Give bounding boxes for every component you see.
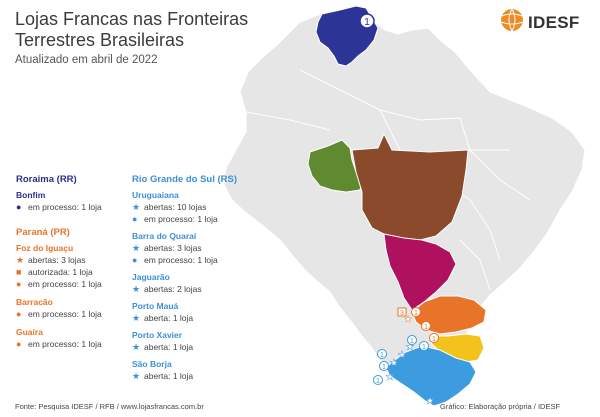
state-mato-grosso-do-sul xyxy=(383,233,457,311)
dot-icon: ● xyxy=(16,339,22,349)
page-subtitle: Atualizado em abril de 2022 xyxy=(15,54,158,66)
legend-city-porto-xavier: Porto Xavier xyxy=(132,330,183,340)
state-mato-grosso xyxy=(351,132,469,241)
star-icon: ★ xyxy=(132,371,141,381)
legend-item: ★ abertas: 2 lojas xyxy=(132,284,202,294)
square-icon: ■ xyxy=(16,267,22,277)
star-icon: ★ xyxy=(16,255,25,265)
legend-city-bonfim: Bonfim xyxy=(16,190,46,200)
svg-text:1: 1 xyxy=(380,352,384,359)
state-rio-grande-do-sul xyxy=(385,345,477,407)
svg-text:★: ★ xyxy=(406,342,415,353)
svg-text:3: 3 xyxy=(400,310,404,317)
legend-item: ● em processo: 1 loja xyxy=(16,202,102,212)
svg-text:1: 1 xyxy=(432,336,436,343)
svg-text:★: ★ xyxy=(426,396,435,407)
star-icon: ★ xyxy=(132,342,141,352)
legend-city-barra-do-quarai: Barra do Quaraí xyxy=(132,231,197,241)
legend-item: ■ autorizada: 1 loja xyxy=(16,267,93,277)
idesf-logo-text: IDESF xyxy=(528,13,580,32)
legend-city-sao-borja: São Borja xyxy=(132,359,172,369)
star-icon: ★ xyxy=(132,313,141,323)
star-icon: ★ xyxy=(132,284,141,294)
legend-item: ★ abertas: 3 lojas xyxy=(132,243,202,253)
svg-text:1: 1 xyxy=(422,344,426,351)
svg-text:1: 1 xyxy=(382,364,386,371)
star-icon: ★ xyxy=(132,243,141,253)
dot-icon: ● xyxy=(132,255,138,265)
legend-item: ● em processo: 1 loja xyxy=(16,279,102,289)
idesf-logo-globe-icon xyxy=(500,8,524,32)
legend-item: ★ aberta: 1 loja xyxy=(132,313,194,323)
svg-text:★: ★ xyxy=(386,372,395,383)
svg-text:★: ★ xyxy=(390,358,399,369)
legend-item: ★ aberta: 1 loja xyxy=(132,342,194,352)
svg-text:1: 1 xyxy=(424,324,428,331)
legend-city-jaguarao: Jaguarão xyxy=(132,272,170,282)
svg-text:★: ★ xyxy=(404,314,412,324)
legend-item: ● em processo: 1 loja xyxy=(16,339,102,349)
markers-rio-grande-do-sul: ★ ★ ★ ★ ★ 1 1 1 1 1 xyxy=(373,335,435,407)
marker-roraima: 1 xyxy=(359,13,375,29)
svg-text:1: 1 xyxy=(364,17,370,28)
markers-parana: 3 1 1 1 ★ xyxy=(397,307,439,343)
svg-text:★: ★ xyxy=(398,350,407,361)
dot-icon: ● xyxy=(16,279,22,289)
legend-item: ★ abertas: 10 lojas xyxy=(132,202,207,212)
legend-item: ● em processo: 1 loja xyxy=(16,309,102,319)
legend-roraima-title: Roraima (RR) xyxy=(16,174,77,185)
legend-item: ● em processo: 1 loja xyxy=(132,255,218,265)
legend-city-guaira: Guaíra xyxy=(16,327,43,337)
legend-city-foz: Foz do Iguaçu xyxy=(16,243,74,253)
legend-right-column: Rio Grande do Sul (RS) Uruguaiana ★ abert… xyxy=(132,174,272,382)
footer-source: Fonte: Pesquisa IDESF / RFB / www.lojasf… xyxy=(15,402,204,411)
footer-credit: Gráfico: Elaboração própria / IDESF xyxy=(440,402,561,411)
dot-icon: ● xyxy=(16,309,22,319)
legend-city-barracao: Barracão xyxy=(16,297,53,307)
legend-rs-title: Rio Grande do Sul (RS) xyxy=(132,174,238,185)
legend-item: ★ aberta: 1 loja xyxy=(132,371,194,381)
legend-city-uruguaiana: Uruguaiana xyxy=(132,190,179,200)
legend-left-column: Roraima (RR) Bonfim ● em processo: 1 loja… xyxy=(16,174,136,350)
svg-text:1: 1 xyxy=(410,338,414,345)
svg-text:1: 1 xyxy=(376,378,380,385)
svg-text:1: 1 xyxy=(414,310,418,317)
legend-item: ● em processo: 1 loja xyxy=(132,214,218,224)
legend-item: ★ abertas: 3 lojas xyxy=(16,255,86,265)
legend-city-porto-maua: Porto Mauá xyxy=(132,301,179,311)
page-title: Lojas Francas nas Fronteiras Terrestres … xyxy=(15,9,249,50)
dot-icon: ● xyxy=(16,202,22,212)
dot-icon: ● xyxy=(132,214,138,224)
star-icon: ★ xyxy=(132,202,141,212)
legend-parana-title: Paraná (PR) xyxy=(16,227,70,238)
